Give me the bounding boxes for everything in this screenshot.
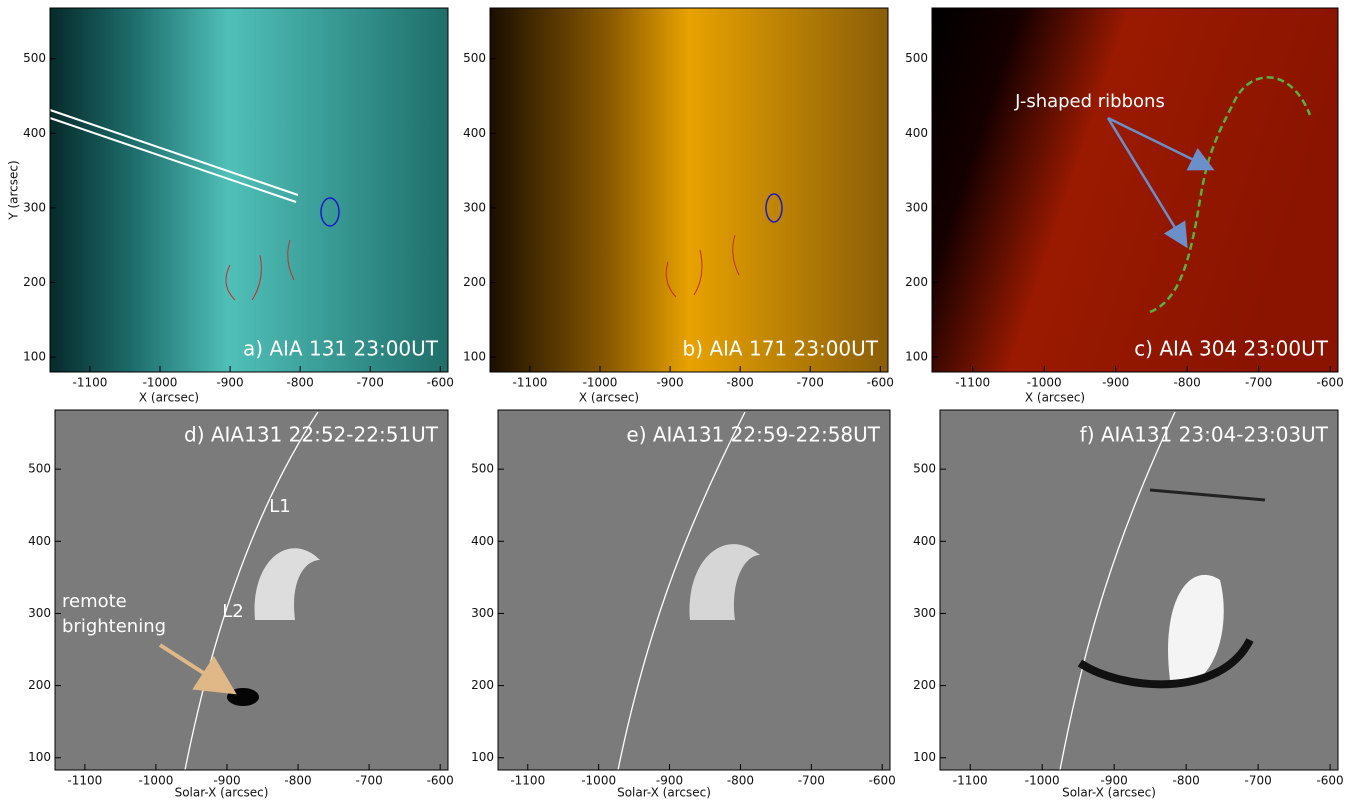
x-axis-title: Solar-X (arcsec) xyxy=(175,786,269,800)
panel-frame xyxy=(489,7,889,373)
y-tick-label: 500 xyxy=(28,462,51,476)
panel-label: c) AIA 304 23:00UT xyxy=(1134,337,1329,361)
annotation: L1 xyxy=(269,496,290,517)
x-axis-title: X (arcsec) xyxy=(1025,391,1085,405)
y-tick-label: 200 xyxy=(913,678,936,692)
x-tick-label: -700 xyxy=(1244,774,1271,788)
y-tick-label: 200 xyxy=(905,275,928,289)
x-axis-title: X (arcsec) xyxy=(579,391,639,405)
x-tick-label: -900 xyxy=(656,376,683,390)
y-tick-label: 400 xyxy=(463,126,486,140)
x-tick-label: -600 xyxy=(1317,376,1344,390)
x-axis-title: X (arcsec) xyxy=(139,391,199,405)
x-tick-label: -1000 xyxy=(1025,774,1060,788)
y-tick-label: 100 xyxy=(471,750,494,764)
x-tick-label: -1100 xyxy=(513,376,548,390)
panel-label: a) AIA 131 23:00UT xyxy=(243,337,439,361)
annotation: brightening xyxy=(62,616,166,637)
y-tick-label: 300 xyxy=(463,200,486,214)
x-tick-label: -600 xyxy=(1316,774,1343,788)
x-tick-label: -1100 xyxy=(510,774,545,788)
x-tick-label: -900 xyxy=(216,376,243,390)
panel-label: b) AIA 171 23:00UT xyxy=(683,337,879,361)
x-tick-label: -600 xyxy=(869,774,896,788)
x-axis-title: Solar-X (arcsec) xyxy=(617,786,711,800)
y-tick-label: 400 xyxy=(471,534,494,548)
y-tick-label: 200 xyxy=(471,678,494,692)
x-tick-label: -1100 xyxy=(955,376,990,390)
panel-label: d) AIA131 22:52-22:51UT xyxy=(184,423,439,447)
y-tick-label: 400 xyxy=(913,534,936,548)
x-axis-title: Solar-X (arcsec) xyxy=(1062,786,1156,800)
y-tick-label: 100 xyxy=(913,750,936,764)
y-tick-label: 100 xyxy=(23,350,46,364)
annotation: remote xyxy=(62,591,127,612)
x-tick-label: -600 xyxy=(427,774,454,788)
panel-frame xyxy=(939,409,1339,771)
annotation: L2 xyxy=(222,601,243,622)
y-tick-label: 400 xyxy=(28,534,51,548)
y-tick-label: 500 xyxy=(23,51,46,65)
y-tick-label: 100 xyxy=(28,750,51,764)
x-tick-label: -1000 xyxy=(583,376,618,390)
y-tick-label: 500 xyxy=(905,51,928,65)
panel-image xyxy=(50,8,448,372)
x-tick-label: -1000 xyxy=(581,774,616,788)
y-tick-label: 100 xyxy=(905,350,928,364)
x-tick-label: -600 xyxy=(867,376,894,390)
x-tick-label: -700 xyxy=(797,376,824,390)
y-tick-label: 500 xyxy=(913,462,936,476)
x-tick-label: -1100 xyxy=(73,376,108,390)
y-tick-label: 300 xyxy=(28,606,51,620)
y-tick-label: 200 xyxy=(28,678,51,692)
x-tick-label: -1000 xyxy=(1027,376,1062,390)
y-tick-label: 100 xyxy=(463,350,486,364)
y-axis-title: Y (arcsec) xyxy=(7,160,21,220)
y-tick-label: 400 xyxy=(23,126,46,140)
y-tick-label: 400 xyxy=(905,126,928,140)
axes-layer: -1100 -1000 -900 -800 -700 -600 100 200 300 400 50… xyxy=(7,7,1344,800)
y-tick-label: 200 xyxy=(23,275,46,289)
x-tick-label: -800 xyxy=(727,376,754,390)
panel-image xyxy=(932,8,1338,372)
y-tick-label: 300 xyxy=(913,606,936,620)
panel-frame xyxy=(931,7,1339,373)
x-tick-label: -800 xyxy=(287,376,314,390)
panel-label: e) AIA131 22:59-22:58UT xyxy=(626,423,880,447)
x-tick-label: -800 xyxy=(1173,774,1200,788)
x-tick-label: -700 xyxy=(355,774,382,788)
y-tick-label: 300 xyxy=(23,200,46,214)
y-tick-label: 200 xyxy=(463,275,486,289)
x-tick-label: -800 xyxy=(1174,376,1201,390)
x-tick-label: -900 xyxy=(1101,774,1128,788)
annotation: J-shaped ribbons xyxy=(1014,91,1165,112)
x-tick-label: -800 xyxy=(727,774,754,788)
x-tick-label: -900 xyxy=(656,774,683,788)
panel-image xyxy=(940,410,1338,770)
panel-frame xyxy=(54,409,449,771)
x-tick-label: -700 xyxy=(798,774,825,788)
x-tick-label: -900 xyxy=(213,774,240,788)
x-tick-label: -1100 xyxy=(67,774,102,788)
x-tick-label: -1100 xyxy=(953,774,988,788)
x-tick-label: -700 xyxy=(357,376,384,390)
y-tick-label: 500 xyxy=(471,462,494,476)
x-tick-label: -1000 xyxy=(143,376,178,390)
overlay xyxy=(49,76,1312,771)
panel-frame xyxy=(497,409,891,771)
panel-label: f) AIA131 23:04-23:03UT xyxy=(1080,423,1329,447)
panel-image xyxy=(490,8,888,372)
x-tick-label: -600 xyxy=(427,376,454,390)
y-tick-label: 500 xyxy=(463,51,486,65)
panel-image xyxy=(55,410,448,770)
x-tick-label: -1000 xyxy=(138,774,173,788)
x-tick-label: -900 xyxy=(1102,376,1129,390)
x-tick-label: -800 xyxy=(284,774,311,788)
y-tick-label: 300 xyxy=(905,200,928,214)
y-tick-label: 300 xyxy=(471,606,494,620)
panel-frame xyxy=(49,7,449,373)
x-tick-label: -700 xyxy=(1245,376,1272,390)
